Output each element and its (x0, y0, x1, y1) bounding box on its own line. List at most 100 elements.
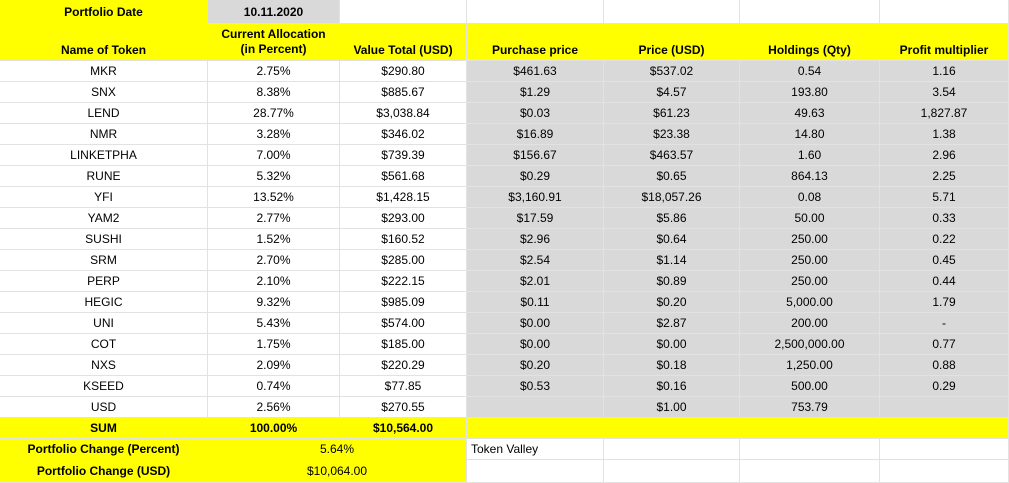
purchase-price-cell[interactable]: $16.89 (467, 124, 604, 145)
holdings-qty-cell[interactable]: 200.00 (740, 313, 880, 334)
token-name-cell[interactable]: YAM2 (0, 208, 208, 229)
allocation-cell[interactable]: 0.74% (208, 376, 340, 397)
value-total-cell[interactable]: $220.29 (340, 355, 467, 376)
empty-cell[interactable] (740, 439, 880, 460)
value-total-cell[interactable]: $3,038.84 (340, 103, 467, 124)
price-usd-cell[interactable]: $1.00 (604, 397, 740, 418)
value-total-cell[interactable]: $160.52 (340, 229, 467, 250)
empty-cell[interactable] (880, 460, 1009, 483)
portfolio-change-usd-label[interactable]: Portfolio Change (USD) (0, 460, 208, 483)
empty-cell[interactable] (740, 460, 880, 483)
header-value-total[interactable]: Value Total (USD) (340, 24, 467, 61)
holdings-qty-cell[interactable]: 2,500,000.00 (740, 334, 880, 355)
header-purchase-price[interactable]: Purchase price (467, 24, 604, 61)
holdings-qty-cell[interactable]: 250.00 (740, 271, 880, 292)
allocation-cell[interactable]: 2.56% (208, 397, 340, 418)
price-usd-cell[interactable]: $463.57 (604, 145, 740, 166)
profit-multiplier-cell[interactable]: 2.96 (880, 145, 1009, 166)
purchase-price-cell[interactable]: $0.03 (467, 103, 604, 124)
profit-multiplier-cell[interactable]: 5.71 (880, 187, 1009, 208)
empty-cell[interactable] (467, 460, 604, 483)
value-total-cell[interactable]: $293.00 (340, 208, 467, 229)
allocation-cell[interactable]: 28.77% (208, 103, 340, 124)
sum-allocation[interactable]: 100.00% (208, 418, 340, 439)
profit-multiplier-cell[interactable]: 1,827.87 (880, 103, 1009, 124)
profit-multiplier-cell[interactable] (880, 397, 1009, 418)
profit-multiplier-cell[interactable]: 0.22 (880, 229, 1009, 250)
profit-multiplier-cell[interactable]: 0.29 (880, 376, 1009, 397)
token-name-cell[interactable]: RUNE (0, 166, 208, 187)
value-total-cell[interactable]: $561.68 (340, 166, 467, 187)
profit-multiplier-cell[interactable]: 1.79 (880, 292, 1009, 313)
allocation-cell[interactable]: 1.52% (208, 229, 340, 250)
price-usd-cell[interactable]: $0.16 (604, 376, 740, 397)
token-name-cell[interactable]: KSEED (0, 376, 208, 397)
purchase-price-cell[interactable]: $0.29 (467, 166, 604, 187)
holdings-qty-cell[interactable]: 250.00 (740, 250, 880, 271)
token-name-cell[interactable]: HEGIC (0, 292, 208, 313)
token-name-cell[interactable]: YFI (0, 187, 208, 208)
holdings-qty-cell[interactable]: 0.54 (740, 61, 880, 82)
value-total-cell[interactable]: $222.15 (340, 271, 467, 292)
holdings-qty-cell[interactable]: 1,250.00 (740, 355, 880, 376)
holdings-qty-cell[interactable]: 250.00 (740, 229, 880, 250)
portfolio-date-value[interactable]: 10.11.2020 (208, 0, 340, 24)
holdings-qty-cell[interactable]: 500.00 (740, 376, 880, 397)
price-usd-cell[interactable]: $1.14 (604, 250, 740, 271)
token-name-cell[interactable]: LINKETPHA (0, 145, 208, 166)
price-usd-cell[interactable]: $0.89 (604, 271, 740, 292)
price-usd-cell[interactable]: $5.86 (604, 208, 740, 229)
allocation-cell[interactable]: 2.77% (208, 208, 340, 229)
profit-multiplier-cell[interactable]: 0.88 (880, 355, 1009, 376)
sum-empty-cell[interactable] (604, 418, 740, 439)
value-total-cell[interactable]: $270.55 (340, 397, 467, 418)
value-total-cell[interactable]: $574.00 (340, 313, 467, 334)
purchase-price-cell[interactable]: $2.01 (467, 271, 604, 292)
profit-multiplier-cell[interactable]: 2.25 (880, 166, 1009, 187)
empty-cell[interactable] (604, 439, 740, 460)
allocation-cell[interactable]: 5.32% (208, 166, 340, 187)
purchase-price-cell[interactable]: $0.00 (467, 313, 604, 334)
purchase-price-cell[interactable]: $0.00 (467, 334, 604, 355)
price-usd-cell[interactable]: $0.64 (604, 229, 740, 250)
value-total-cell[interactable]: $985.09 (340, 292, 467, 313)
allocation-cell[interactable]: 3.28% (208, 124, 340, 145)
profit-multiplier-cell[interactable]: 0.45 (880, 250, 1009, 271)
allocation-cell[interactable]: 9.32% (208, 292, 340, 313)
token-name-cell[interactable]: UNI (0, 313, 208, 334)
value-total-cell[interactable]: $285.00 (340, 250, 467, 271)
profit-multiplier-cell[interactable]: 0.33 (880, 208, 1009, 229)
price-usd-cell[interactable]: $0.20 (604, 292, 740, 313)
purchase-price-cell[interactable] (467, 397, 604, 418)
price-usd-cell[interactable]: $0.00 (604, 334, 740, 355)
profit-multiplier-cell[interactable]: 0.77 (880, 334, 1009, 355)
value-total-cell[interactable]: $739.39 (340, 145, 467, 166)
empty-cell[interactable] (880, 0, 1009, 24)
profit-multiplier-cell[interactable]: 1.16 (880, 61, 1009, 82)
purchase-price-cell[interactable]: $0.53 (467, 376, 604, 397)
portfolio-change-percent-label[interactable]: Portfolio Change (Percent) (0, 439, 208, 460)
empty-cell[interactable] (604, 0, 740, 24)
value-total-cell[interactable]: $77.85 (340, 376, 467, 397)
header-profit-multiplier[interactable]: Profit multiplier (880, 24, 1009, 61)
token-name-cell[interactable]: NXS (0, 355, 208, 376)
token-name-cell[interactable]: LEND (0, 103, 208, 124)
purchase-price-cell[interactable]: $1.29 (467, 82, 604, 103)
token-name-cell[interactable]: USD (0, 397, 208, 418)
allocation-cell[interactable]: 7.00% (208, 145, 340, 166)
price-usd-cell[interactable]: $23.38 (604, 124, 740, 145)
purchase-price-cell[interactable]: $17.59 (467, 208, 604, 229)
price-usd-cell[interactable]: $4.57 (604, 82, 740, 103)
portfolio-change-percent-value[interactable]: 5.64% (208, 439, 467, 460)
price-usd-cell[interactable]: $2.87 (604, 313, 740, 334)
value-total-cell[interactable]: $346.02 (340, 124, 467, 145)
holdings-qty-cell[interactable]: 864.13 (740, 166, 880, 187)
purchase-price-cell[interactable]: $461.63 (467, 61, 604, 82)
empty-cell[interactable] (740, 0, 880, 24)
portfolio-date-label[interactable]: Portfolio Date (0, 0, 208, 24)
purchase-price-cell[interactable]: $2.96 (467, 229, 604, 250)
allocation-cell[interactable]: 2.70% (208, 250, 340, 271)
price-usd-cell[interactable]: $537.02 (604, 61, 740, 82)
holdings-qty-cell[interactable]: 1.60 (740, 145, 880, 166)
purchase-price-cell[interactable]: $156.67 (467, 145, 604, 166)
